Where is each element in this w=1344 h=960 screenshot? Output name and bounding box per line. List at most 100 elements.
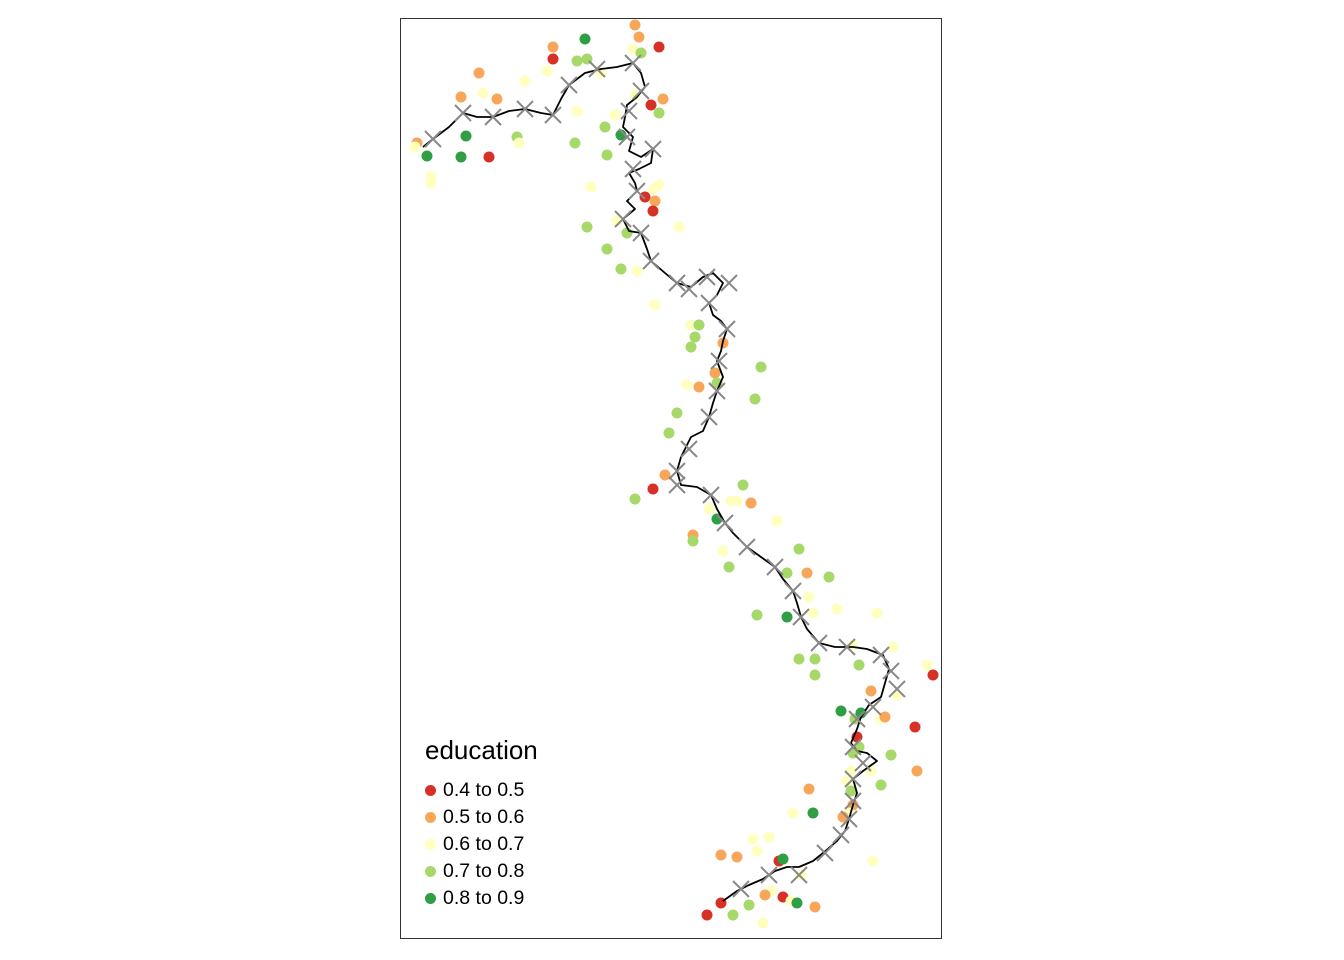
education-point xyxy=(727,909,739,921)
education-point xyxy=(809,669,821,681)
education-point xyxy=(737,479,749,491)
education-point xyxy=(601,149,613,161)
legend-swatch xyxy=(425,812,436,823)
education-point xyxy=(615,263,627,275)
education-point xyxy=(599,121,611,133)
education-point xyxy=(845,765,857,777)
route-marker-cross xyxy=(790,866,808,884)
education-point xyxy=(845,785,857,797)
route-marker-cross xyxy=(760,866,778,884)
education-point xyxy=(793,653,805,665)
education-point xyxy=(709,367,721,379)
legend-swatch xyxy=(425,893,436,904)
education-point xyxy=(547,53,559,65)
education-point xyxy=(673,221,685,233)
route-marker-cross xyxy=(700,294,718,312)
route-marker-cross xyxy=(698,268,716,286)
education-point xyxy=(653,41,665,53)
education-point xyxy=(633,31,645,43)
education-point xyxy=(609,109,621,121)
education-point xyxy=(887,641,899,653)
education-point xyxy=(693,381,705,393)
route-marker-cross xyxy=(718,320,736,338)
education-point xyxy=(477,87,489,99)
education-point xyxy=(541,65,553,77)
education-point xyxy=(455,151,467,163)
education-point xyxy=(865,685,877,697)
education-point xyxy=(421,150,433,162)
education-point xyxy=(631,265,643,277)
education-point xyxy=(823,571,835,583)
education-point xyxy=(751,845,763,857)
route-marker-cross xyxy=(848,710,866,728)
education-point xyxy=(685,341,697,353)
education-point xyxy=(777,853,789,865)
education-point xyxy=(671,407,683,419)
route-marker-cross xyxy=(516,100,534,118)
education-point xyxy=(635,47,647,59)
education-point xyxy=(745,497,757,509)
education-point xyxy=(653,179,665,191)
education-point xyxy=(647,205,659,217)
legend-label: 0.5 to 0.6 xyxy=(443,805,525,828)
education-point xyxy=(879,711,891,723)
education-point xyxy=(581,221,593,233)
legend-label: 0.8 to 0.9 xyxy=(443,886,525,909)
education-point xyxy=(909,721,921,733)
route-marker-cross xyxy=(680,280,698,298)
route-marker-cross xyxy=(844,770,862,788)
route-marker-cross xyxy=(484,108,502,126)
route-marker-cross xyxy=(560,76,578,94)
route-marker-cross xyxy=(838,638,856,656)
legend-label: 0.6 to 0.7 xyxy=(443,832,525,855)
education-point xyxy=(853,659,865,671)
route-marker-cross xyxy=(668,476,686,494)
education-point xyxy=(647,483,659,495)
education-point xyxy=(885,749,897,761)
education-point xyxy=(519,75,531,87)
route-marker-cross xyxy=(632,82,650,100)
education-point xyxy=(711,513,723,525)
route-marker-cross xyxy=(784,582,802,600)
education-point xyxy=(801,567,813,579)
education-point xyxy=(723,561,735,573)
education-point xyxy=(653,107,665,119)
route-marker-cross xyxy=(854,754,872,772)
education-point xyxy=(795,869,807,881)
education-point xyxy=(731,495,743,507)
legend-item: 0.8 to 0.9 xyxy=(425,885,538,912)
education-point xyxy=(921,659,933,671)
education-point xyxy=(793,543,805,555)
route-marker-cross xyxy=(888,680,906,698)
education-point xyxy=(455,91,467,103)
education-point xyxy=(513,137,525,149)
route-marker-cross xyxy=(680,440,698,458)
education-point xyxy=(807,807,819,819)
route-marker-cross xyxy=(628,182,646,200)
education-point xyxy=(791,897,803,909)
education-point xyxy=(781,567,793,579)
route-markers-layer xyxy=(424,54,906,898)
legend-item: 0.6 to 0.7 xyxy=(425,831,538,858)
education-point xyxy=(645,99,657,111)
route-marker-cross xyxy=(720,274,738,292)
education-point xyxy=(579,33,591,45)
route-marker-cross xyxy=(544,106,562,124)
route-marker-cross xyxy=(832,826,850,844)
route-marker-cross xyxy=(710,352,728,370)
route-marker-cross xyxy=(738,538,756,556)
education-points-layer xyxy=(409,19,939,929)
education-point xyxy=(763,831,775,843)
legend-label: 0.4 to 0.5 xyxy=(443,778,525,801)
education-point xyxy=(841,775,853,787)
education-point xyxy=(927,669,939,681)
education-point xyxy=(755,361,767,373)
education-point xyxy=(911,765,923,777)
education-point xyxy=(891,689,903,701)
education-point xyxy=(759,889,771,901)
route-marker-cross xyxy=(614,210,632,228)
education-point xyxy=(649,195,661,207)
education-point xyxy=(569,137,581,149)
education-point xyxy=(491,93,503,105)
legend-title: education xyxy=(425,735,538,765)
